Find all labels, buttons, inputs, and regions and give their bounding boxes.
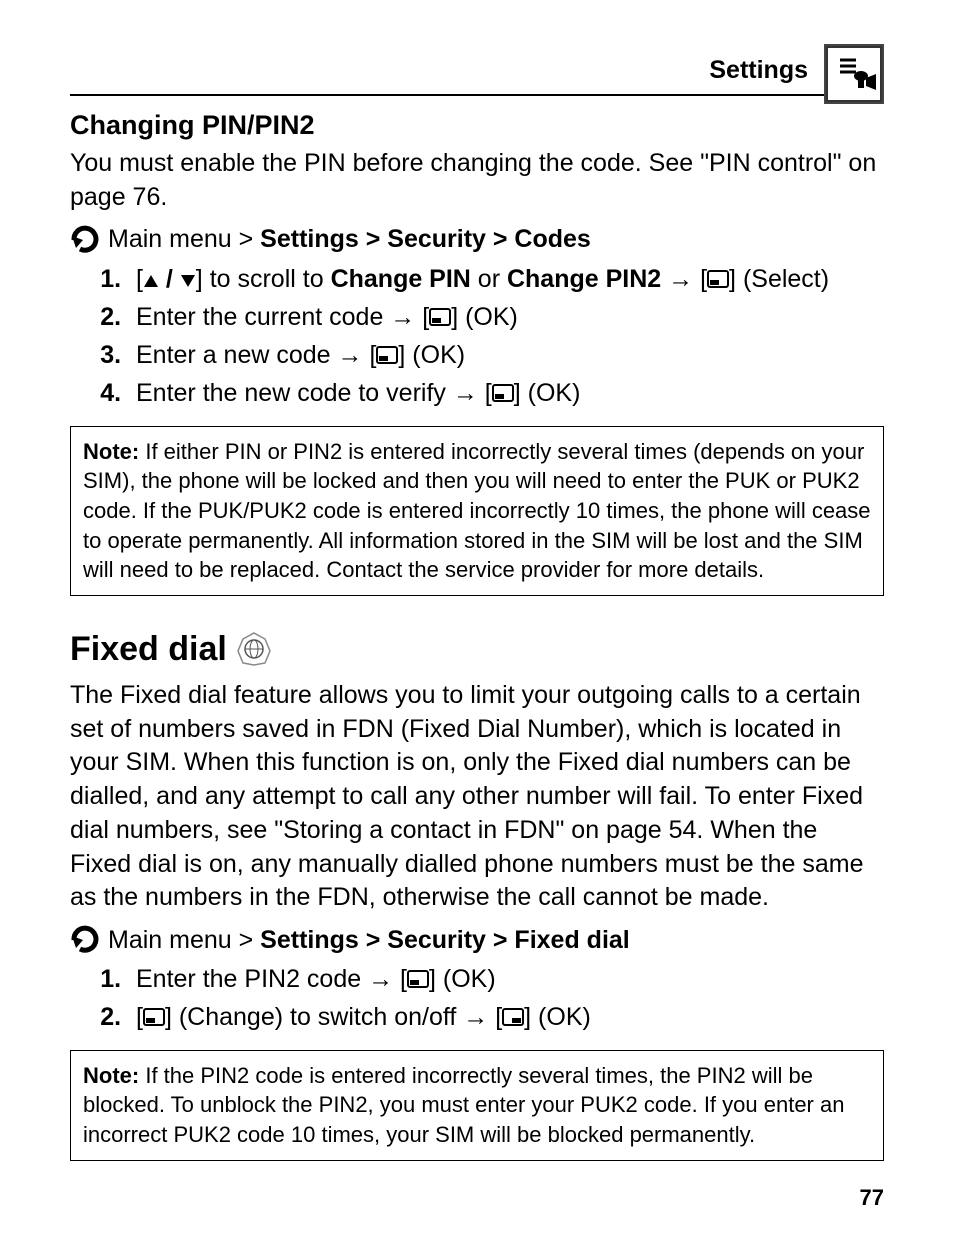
header-section-label: Settings: [709, 56, 808, 85]
nav-prefix: Main menu >: [108, 926, 260, 954]
header-icon: [824, 44, 884, 104]
pin-steps-list: [ / ] to scroll to Change PIN or Change …: [70, 261, 884, 412]
nav-arrow-icon: [70, 925, 100, 955]
pin-step-1: [ / ] to scroll to Change PIN or Change …: [128, 261, 884, 297]
fixed-dial-body: The Fixed dial feature allows you to lim…: [70, 679, 884, 915]
fixed-dial-heading-text: Fixed dial: [70, 630, 227, 669]
note-text: If either PIN or PIN2 is entered incorre…: [83, 439, 871, 583]
up-triangle-icon: [143, 274, 159, 288]
nav-prefix: Main menu >: [108, 225, 260, 253]
nav-path-fixed-dial: Main menu > Settings > Security > Fixed …: [70, 925, 884, 955]
sim-globe-icon: [237, 632, 271, 666]
t: ] to scroll to: [196, 265, 331, 293]
nav-bold-path: Settings > Security > Codes: [260, 225, 591, 253]
page-number: 77: [70, 1185, 884, 1211]
softkey-icon: [492, 384, 514, 404]
softkey-right-icon: [502, 1008, 524, 1028]
t: Enter the new code to verify → [: [136, 379, 492, 407]
note-label: Note:: [83, 1063, 139, 1088]
changing-pin-heading: Changing PIN/PIN2: [70, 110, 884, 141]
softkey-icon: [429, 308, 451, 328]
softkey-icon: [707, 270, 729, 290]
note-box-fixed-dial: Note: If the PIN2 code is entered incorr…: [70, 1050, 884, 1161]
t: [: [136, 265, 143, 293]
t: ] (OK): [429, 965, 496, 993]
t: Enter a new code → [: [136, 341, 376, 369]
t: ] (Change) to switch on/off → [: [165, 1003, 502, 1031]
pin-step-4: Enter the new code to verify → [ ] (OK): [128, 375, 884, 411]
softkey-icon: [376, 346, 398, 366]
note-label: Note:: [83, 439, 139, 464]
nav-bold-path: Settings > Security > Fixed dial: [260, 926, 630, 954]
slash: /: [159, 265, 180, 293]
down-triangle-icon: [180, 274, 196, 288]
nav-text: Main menu > Settings > Security > Fixed …: [108, 926, 630, 955]
nav-text: Main menu > Settings > Security > Codes: [108, 225, 591, 254]
t: ] (Select): [729, 265, 829, 293]
t: ] (OK): [451, 303, 518, 331]
note-text: If the PIN2 code is entered incorrectly …: [83, 1063, 844, 1147]
changing-pin-intro: You must enable the PIN before changing …: [70, 147, 884, 215]
softkey-icon: [407, 970, 429, 990]
t: or: [471, 265, 507, 293]
note-box-pin: Note: If either PIN or PIN2 is entered i…: [70, 426, 884, 596]
t: Enter the current code → [: [136, 303, 429, 331]
page-header: Settings: [70, 50, 884, 96]
fixed-dial-step-1: Enter the PIN2 code → [ ] (OK): [128, 961, 884, 997]
t: ] (OK): [398, 341, 465, 369]
softkey-icon: [143, 1008, 165, 1028]
t: →: [661, 265, 700, 293]
t: Change PIN: [331, 265, 471, 293]
t: Enter the PIN2 code → [: [136, 965, 407, 993]
t: ] (OK): [524, 1003, 591, 1031]
nav-path-codes: Main menu > Settings > Security > Codes: [70, 225, 884, 255]
pin-step-2: Enter the current code → [ ] (OK): [128, 299, 884, 335]
t: [: [700, 265, 707, 293]
fixed-dial-steps-list: Enter the PIN2 code → [ ] (OK) [ ] (Change…: [70, 961, 884, 1036]
t: Change PIN2: [507, 265, 661, 293]
t: [: [136, 1003, 143, 1031]
nav-arrow-icon: [70, 225, 100, 255]
t: ] (OK): [514, 379, 581, 407]
fixed-dial-step-2: [ ] (Change) to switch on/off → [ ] (OK): [128, 999, 884, 1035]
fixed-dial-heading: Fixed dial: [70, 630, 884, 669]
pin-step-3: Enter a new code → [ ] (OK): [128, 337, 884, 373]
